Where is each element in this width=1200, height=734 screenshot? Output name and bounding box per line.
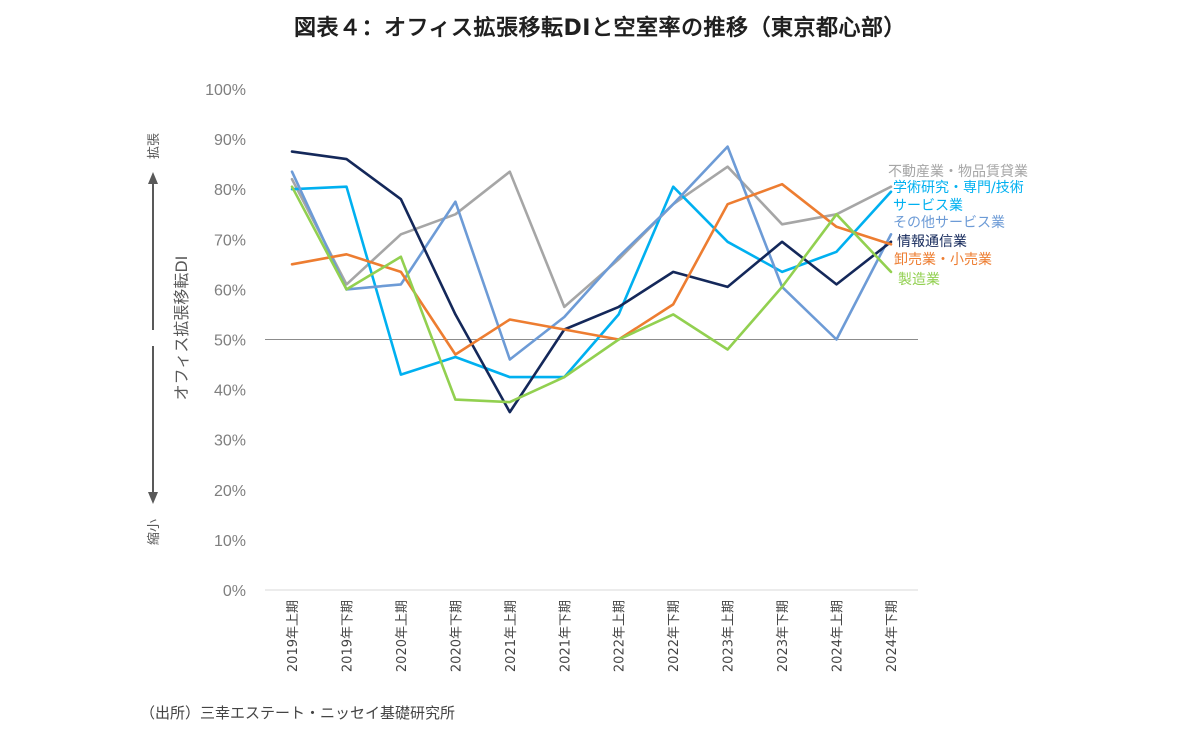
legend-entry: その他サービス業	[893, 215, 1005, 231]
x-tick-label: 2021年上期	[504, 600, 519, 672]
chart-title: 図表４：オフィス拡張移転DIと空室率の推移（東京都心部）	[293, 16, 906, 41]
x-tick-label: 2020年下期	[449, 600, 464, 672]
x-tick-label: 2021年下期	[558, 600, 573, 672]
x-tick-label: 2024年下期	[885, 600, 900, 672]
y-tick-label: 40%	[214, 383, 246, 400]
series-line	[290, 150, 893, 414]
series-line	[290, 145, 893, 361]
y-tick-labels: 0% 10% 20% 30% 40% 50% 60% 70% 80% 90% 100%	[205, 82, 246, 600]
y-tick-label: 90%	[214, 132, 246, 149]
y-axis-title: オフィス拡張移転DI	[172, 256, 191, 401]
source-note: （出所）三幸エステート・ニッセイ基礎研究所	[140, 704, 456, 722]
x-tick-label: 2024年上期	[831, 600, 846, 672]
x-tick-label: 2022年上期	[613, 600, 628, 672]
series-lines	[290, 145, 893, 414]
y-tick-label: 0%	[223, 583, 246, 600]
y-tick-label: 70%	[214, 232, 246, 249]
x-tick-label: 2022年下期	[667, 600, 682, 672]
down-arrow-head	[148, 492, 158, 504]
y-tick-label: 60%	[214, 282, 246, 299]
legend-entry: 卸売業・小売業	[894, 252, 992, 268]
x-tick-labels: 2019年上期 2019年下期 2020年上期 2020年下期 2021年上期 2021年…	[286, 600, 900, 672]
y-tick-label: 20%	[214, 483, 246, 500]
up-arrow-head	[148, 172, 158, 184]
series-line	[290, 165, 893, 309]
y-tick-label: 10%	[214, 533, 246, 550]
x-tick-label: 2020年上期	[395, 600, 410, 672]
legend-entry: 製造業	[898, 272, 940, 288]
y-tick-label: 100%	[205, 82, 246, 99]
shrink-label: 縮小	[146, 519, 162, 545]
expand-label: 拡張	[147, 133, 162, 159]
series-line	[290, 185, 893, 379]
y-tick-label: 50%	[214, 333, 246, 350]
x-tick-label: 2023年下期	[776, 600, 791, 672]
x-tick-label: 2023年上期	[722, 600, 737, 672]
legend-entry: サービス業	[893, 198, 963, 214]
legend-entry: 学術研究・専門/技術	[893, 180, 1024, 196]
series-line	[290, 185, 893, 404]
legend-entry: 情報通信業	[897, 234, 967, 250]
legend: 不動産業・物品賃貸業学術研究・専門/技術サービス業その他サービス業情報通信業卸売…	[888, 164, 1028, 288]
y-tick-label: 80%	[214, 182, 246, 199]
legend-entry: 不動産業・物品賃貸業	[888, 164, 1028, 180]
x-tick-label: 2019年下期	[340, 600, 355, 672]
y-axis-annotation: 拡張 縮小 オフィス拡張移転DI	[146, 133, 191, 545]
y-tick-label: 30%	[214, 433, 246, 450]
series-line	[290, 182, 893, 356]
x-tick-label: 2019年上期	[286, 600, 301, 672]
